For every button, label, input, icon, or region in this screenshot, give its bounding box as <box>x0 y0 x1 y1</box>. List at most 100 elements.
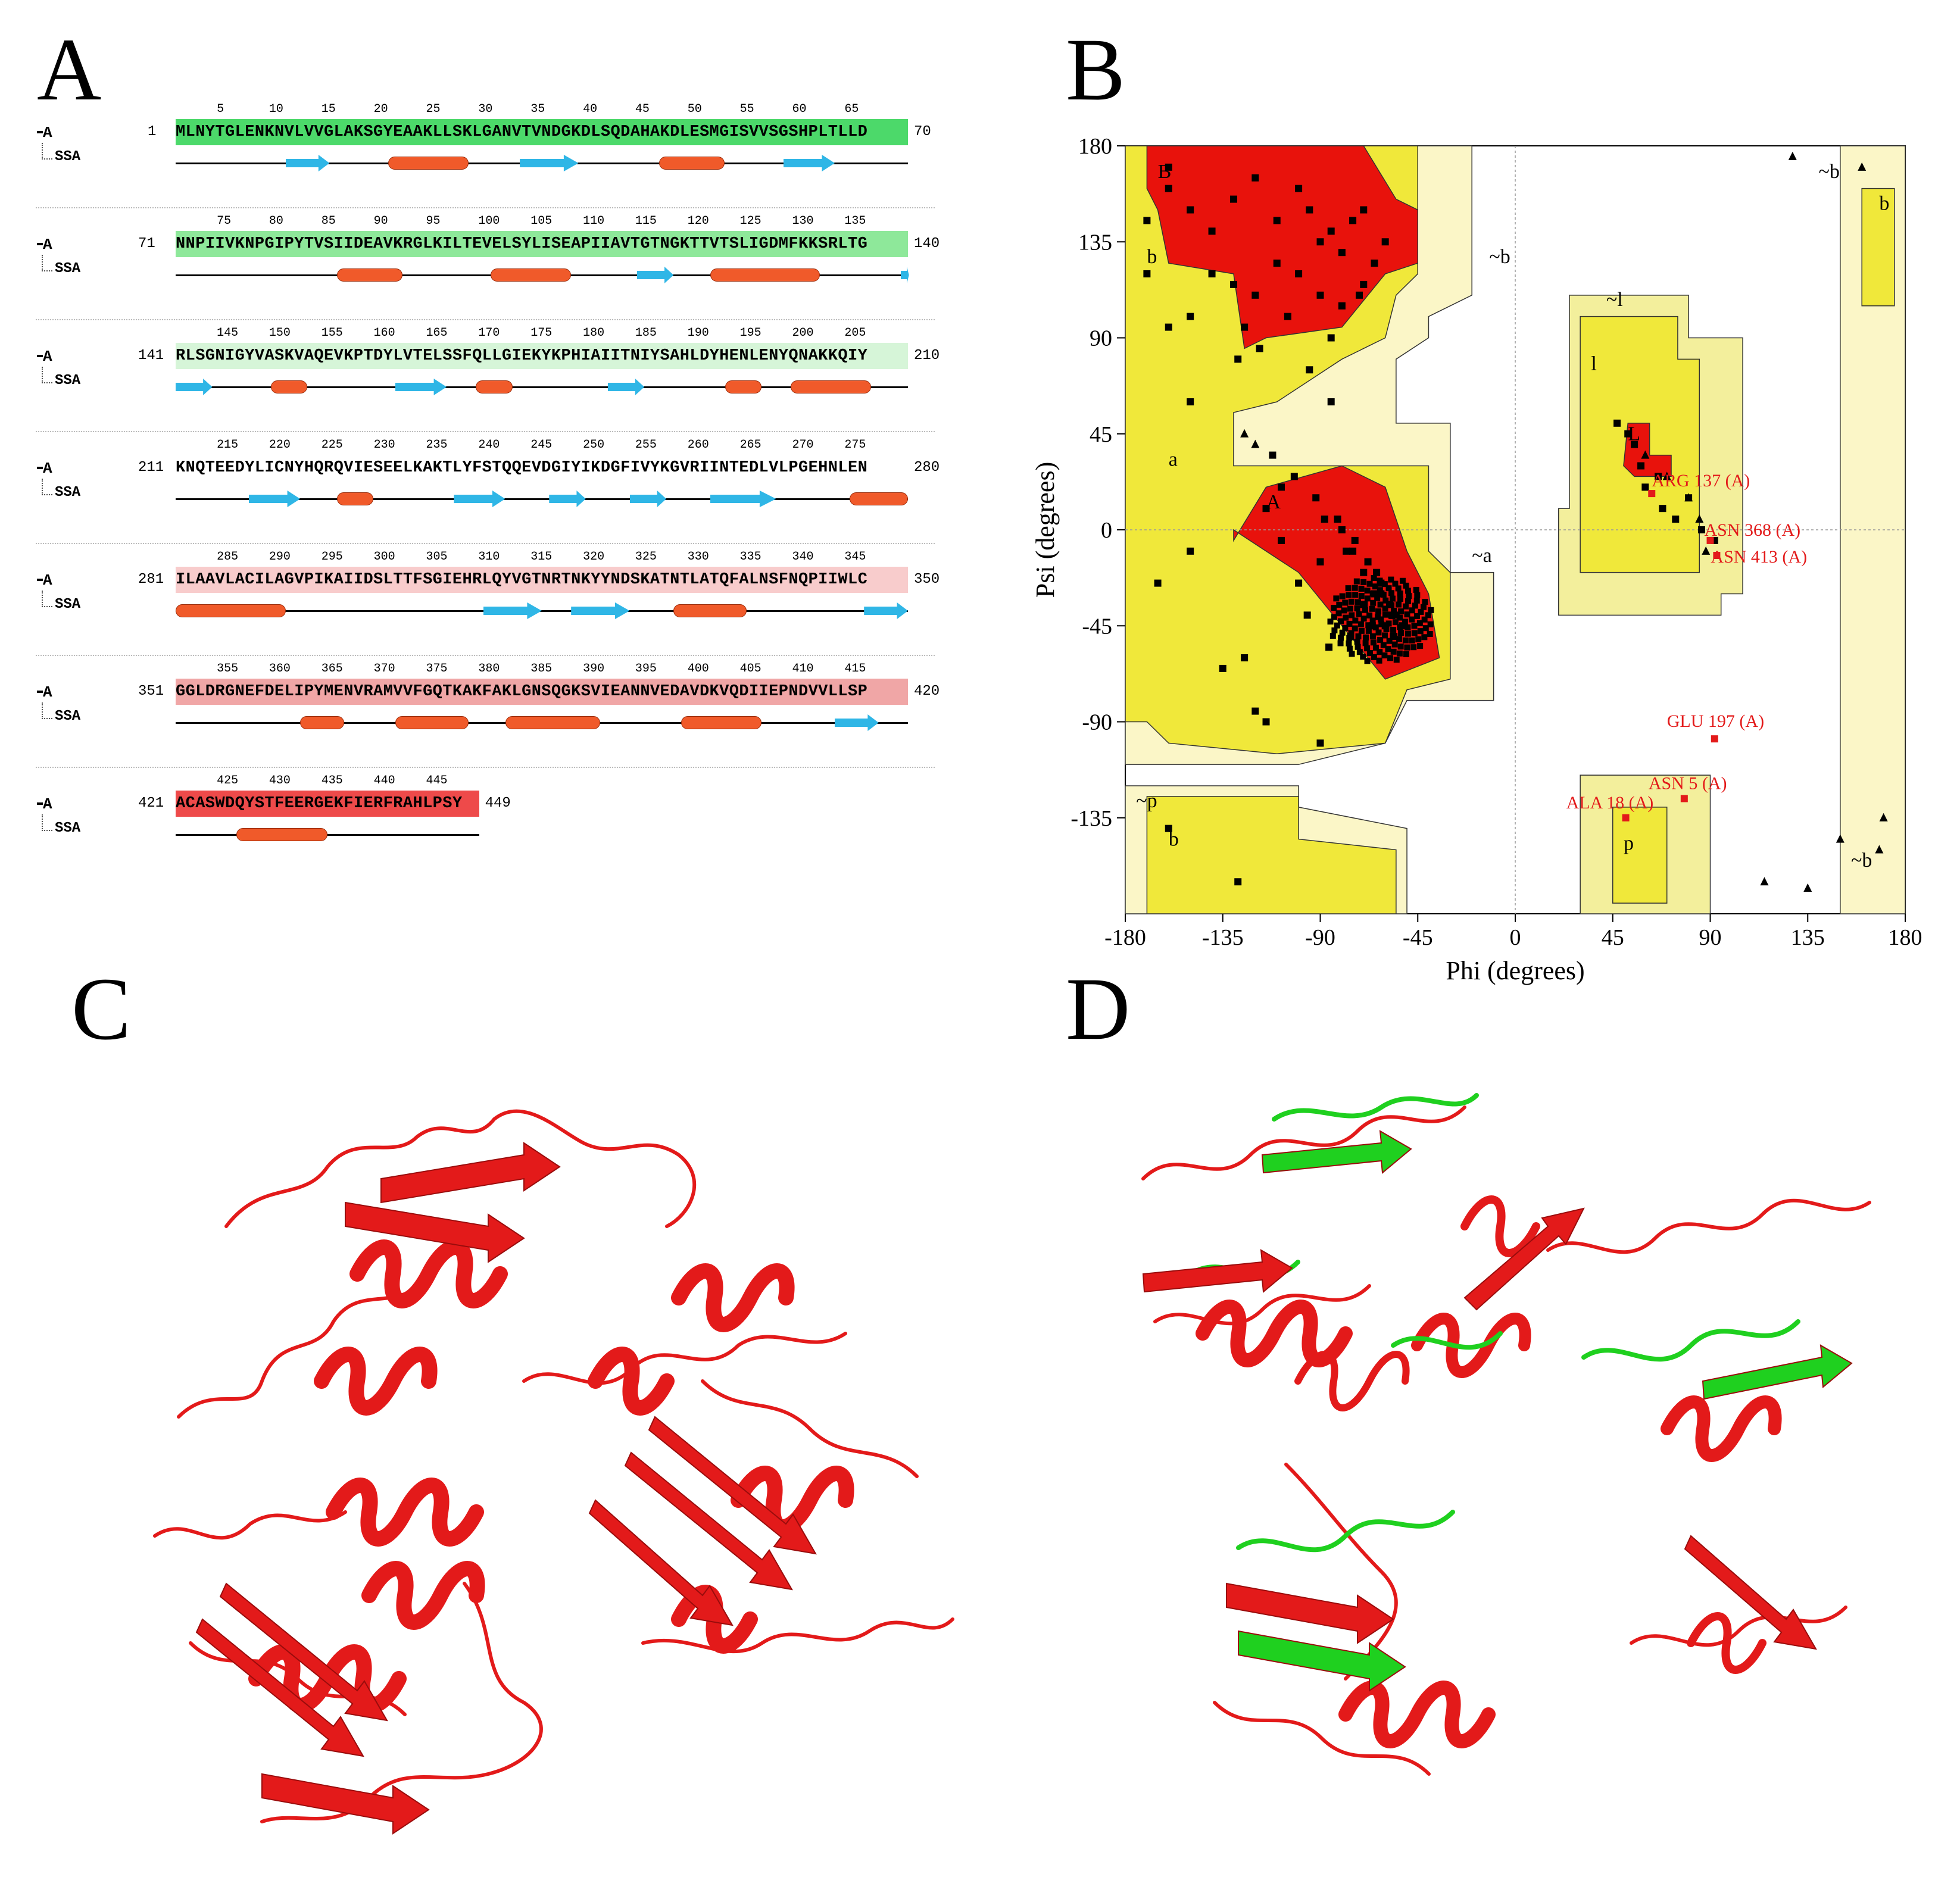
residue-point <box>1325 644 1333 651</box>
residue-point <box>1421 616 1428 623</box>
residue-point <box>1349 217 1357 224</box>
residue-point <box>1306 206 1313 214</box>
residue-point <box>1327 398 1335 405</box>
residue-point <box>1414 592 1421 598</box>
outlier-point <box>1713 552 1721 559</box>
residue-point <box>1369 633 1376 639</box>
residue-point <box>1234 355 1242 363</box>
residue-point <box>1395 585 1402 592</box>
residue-point <box>1373 569 1381 576</box>
residue-point <box>1358 585 1365 592</box>
residue-point <box>1349 651 1355 657</box>
region-label: ~a <box>1472 545 1492 567</box>
ssa-label: SSA <box>55 261 81 277</box>
residue-tick: 170 <box>478 326 500 340</box>
ssa-tree-connector <box>42 591 52 607</box>
residue-point <box>1143 270 1151 277</box>
residue-point <box>1380 591 1387 598</box>
residue-point <box>1413 586 1419 593</box>
glycine-point <box>1641 450 1650 459</box>
x-tick-label: 180 <box>1889 925 1922 950</box>
helix-segment <box>849 492 908 505</box>
residue-tick: 250 <box>583 438 605 452</box>
residue-point <box>1382 611 1388 618</box>
residue-point <box>1372 624 1379 630</box>
residue-point <box>1364 595 1371 602</box>
residue-point <box>1338 618 1344 624</box>
residue-point <box>1377 601 1384 608</box>
residue-point <box>1382 597 1389 604</box>
row-divider <box>36 319 935 320</box>
residue-tick: 265 <box>739 438 761 452</box>
region-label: ~b <box>1851 849 1872 872</box>
residue-point <box>1208 227 1216 235</box>
residue-point <box>1397 595 1403 602</box>
ssa-tree-connector <box>42 367 52 383</box>
ssa-tree-connector <box>42 702 52 719</box>
chain-tree-connector <box>37 691 43 693</box>
helix-segment <box>490 268 572 282</box>
residue-point <box>1425 612 1431 619</box>
residue-tick-row: 75 80 85 90 95 100 105 110 115 120 125 130 135 <box>176 214 908 230</box>
residue-point <box>1378 621 1385 627</box>
residue-point <box>1375 608 1382 614</box>
residue-point <box>1415 636 1422 642</box>
residue-point <box>1342 624 1349 631</box>
helix-segment <box>710 268 820 282</box>
sequence-bar: ILAAVLACILAGVPIKAIIDSLTTFSGIEHRLQYVGTNRT… <box>176 567 908 593</box>
residue-tick: 360 <box>269 662 291 676</box>
strand-arrow <box>549 491 586 507</box>
residue-point <box>1336 601 1343 608</box>
residue-point <box>1334 622 1340 629</box>
glycine-point <box>1788 151 1797 160</box>
residue-point <box>1370 599 1377 606</box>
strand-arrow <box>520 155 579 171</box>
row-end-number: 420 <box>914 683 940 699</box>
residue-tick: 330 <box>687 550 709 564</box>
residue-point <box>1339 629 1346 636</box>
residue-tick: 25 <box>426 102 441 116</box>
strand-arrow <box>864 602 908 619</box>
residue-point <box>1418 608 1424 615</box>
residue-point <box>1411 623 1418 629</box>
residue-point <box>1398 608 1405 614</box>
outlier-point <box>1680 795 1688 802</box>
helix-segment <box>395 716 469 729</box>
residue-point <box>1403 582 1409 589</box>
residue-point <box>1229 195 1237 203</box>
residue-point <box>1372 644 1379 651</box>
residue-tick: 95 <box>426 214 441 228</box>
residue-tick: 395 <box>635 662 657 676</box>
glycine-point <box>1662 471 1671 480</box>
residue-point <box>1273 217 1281 224</box>
ssa-tree-connector <box>42 143 52 160</box>
residue-point <box>1397 624 1403 630</box>
outlier-point <box>1706 536 1714 544</box>
residue-point <box>1346 645 1353 652</box>
residue-point <box>1382 605 1388 612</box>
residue-tick: 430 <box>269 774 291 788</box>
region-label: L <box>1628 423 1640 445</box>
helix-segment <box>176 604 286 617</box>
ssa-label: SSA <box>55 708 81 724</box>
helix-segment <box>336 492 374 505</box>
chain-label: A <box>43 683 52 701</box>
region-label: ~b <box>1818 161 1839 183</box>
residue-tick: 325 <box>635 550 657 564</box>
residue-point <box>1388 590 1395 596</box>
residue-point <box>1417 628 1424 635</box>
residue-tick: 290 <box>269 550 291 564</box>
region-core-beta <box>1146 145 1418 349</box>
region-label: ~b <box>1489 246 1510 268</box>
residue-point <box>1360 280 1368 288</box>
region-label: b <box>1879 193 1889 215</box>
residue-point <box>1364 588 1371 594</box>
residue-tick: 380 <box>478 662 500 676</box>
residue-point <box>1347 605 1353 612</box>
sequence-bar: RLSGNIGYVASKVAQEVKPTDYLVTELSSFQLLGIEKYKP… <box>176 343 908 369</box>
residue-tick: 215 <box>217 438 239 452</box>
residue-point <box>1427 631 1433 638</box>
residue-point <box>1316 238 1324 246</box>
x-tick-label: -45 <box>1403 925 1433 950</box>
strand-arrow <box>629 491 667 507</box>
